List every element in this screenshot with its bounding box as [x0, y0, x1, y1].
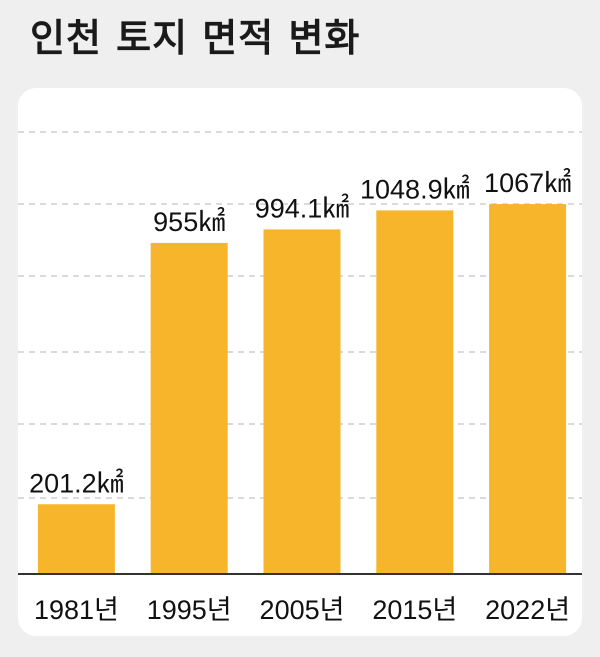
- chart-title: 인천 토지 면적 변화: [30, 16, 361, 60]
- chart-panel: 201.2㎢ 1981년 955㎢ 1995년 994.1㎢ 2005년 1048.9㎢ 20…: [18, 88, 582, 636]
- category-label: 2005년: [260, 595, 345, 625]
- bar-2005년: [263, 229, 341, 574]
- bar-1995년: [150, 242, 228, 574]
- bar-2022년: [489, 204, 567, 574]
- category-label: 2022년: [485, 595, 570, 625]
- value-label: 1067㎢: [484, 168, 571, 198]
- bar-chart: 201.2㎢ 1981년 955㎢ 1995년 994.1㎢ 2005년 1048.9㎢ 20…: [18, 131, 582, 625]
- category-label: 1981년: [34, 595, 119, 625]
- bar-2015년: [376, 210, 454, 574]
- value-label: 994.1㎢: [255, 193, 350, 223]
- value-label: 955㎢: [153, 207, 225, 237]
- value-label: 201.2㎢: [29, 468, 124, 498]
- bar-1981년: [37, 504, 115, 574]
- value-label: 1048.9㎢: [360, 174, 470, 204]
- category-label: 1995년: [147, 595, 232, 625]
- category-label: 2015년: [372, 595, 457, 625]
